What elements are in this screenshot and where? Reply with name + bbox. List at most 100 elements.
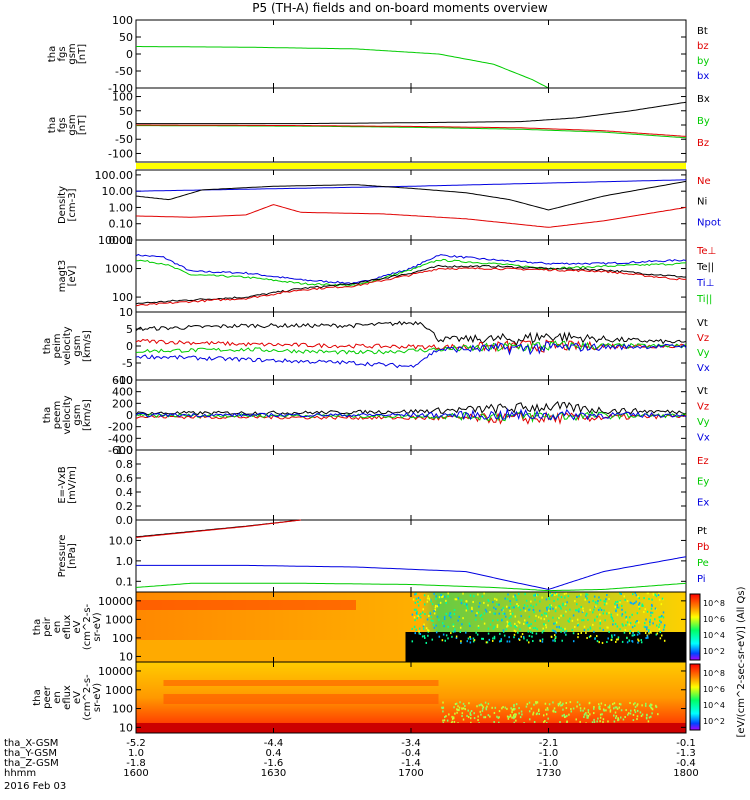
- y-tick-label: 100: [112, 291, 133, 304]
- spectrogram-pixel: [426, 618, 429, 621]
- spectrogram-pixel: [619, 601, 621, 604]
- spectrogram-pixel: [599, 627, 601, 630]
- spectrogram-pixel: [620, 709, 623, 712]
- spectrogram-pixel: [517, 637, 520, 640]
- spectrogram-pixel: [510, 624, 512, 627]
- spectrogram-pixel: [466, 640, 469, 643]
- spectrogram-pixel: [646, 635, 649, 638]
- spectrogram-pixel: [543, 623, 545, 626]
- series-line-Bz: [136, 124, 687, 137]
- spectrogram-pixel: [638, 605, 640, 608]
- spectrogram-pixel: [599, 708, 601, 711]
- spectrogram-pixel: [414, 601, 417, 604]
- panel-velocity_peim: 10 5 0 -5 -10 tha peim velocity gsm [km/s] Vt Vz Vy V…: [42, 306, 710, 387]
- series-line-Vy: [135, 410, 687, 424]
- y-axis-label: [cm-3]: [67, 188, 78, 221]
- spectrogram-pixel: [658, 616, 660, 619]
- spectrogram-pixel: [563, 714, 565, 717]
- legend-entry: By: [697, 116, 710, 127]
- spectrogram-pixel: [536, 712, 538, 715]
- spectrogram-pixel: [632, 631, 634, 634]
- spectrogram-pixel: [554, 622, 557, 625]
- spectrogram-pixel: [562, 602, 564, 605]
- spectrogram-pixel: [535, 702, 537, 705]
- spectrogram-pixel: [583, 713, 586, 716]
- spectrogram-pixel: [550, 604, 552, 607]
- spectrogram-pixel: [415, 611, 418, 614]
- spectrogram-pixel: [655, 624, 658, 627]
- spectrogram-pixel: [535, 632, 538, 635]
- spectrogram-pixel: [443, 719, 446, 722]
- spectrogram-pixel: [560, 607, 562, 610]
- spectrogram-pixel: [594, 605, 596, 608]
- spectrogram-pixel: [513, 721, 516, 724]
- spectrogram-pixel: [485, 610, 488, 613]
- spectrogram-pixel: [447, 592, 449, 595]
- spectrogram-pixel: [515, 596, 517, 599]
- spectrogram-pixel: [467, 709, 469, 712]
- spectrogram-pixel: [498, 603, 500, 606]
- spectrogram-pixel: [433, 612, 436, 615]
- spectrogram-pixel: [599, 613, 601, 616]
- spectrogram-pixel: [514, 630, 517, 633]
- spectrogram-pixel: [611, 636, 613, 639]
- spectrogram-pixel: [422, 625, 425, 628]
- spectrogram-pixel: [414, 619, 416, 622]
- spectrogram-pixel: [548, 596, 550, 599]
- spectrogram-pixel: [483, 592, 485, 595]
- spectrogram-pixel: [416, 613, 418, 616]
- spectrogram-pixel: [418, 627, 421, 630]
- spectrogram-pixel: [516, 603, 518, 606]
- footer-value: 1800: [673, 768, 698, 779]
- spectrogram-pixel: [570, 710, 573, 713]
- spectrogram-pixel: [513, 717, 515, 720]
- spectrogram-pixel: [586, 593, 589, 596]
- y-axis-label: eflux: [62, 685, 73, 710]
- spectrogram-pixel: [419, 632, 422, 635]
- spectrogram-pixel: [608, 611, 610, 614]
- spectrogram-pixel: [625, 618, 627, 621]
- spectrogram-pixel: [558, 702, 561, 705]
- spectrogram-pixel: [613, 634, 616, 637]
- spectrogram-pixel: [542, 714, 545, 717]
- spectrogram-pixel: [517, 620, 520, 623]
- spectrogram-pixel: [636, 715, 639, 718]
- spectrogram-pixel: [513, 714, 515, 717]
- spectrogram-pixel: [441, 639, 444, 642]
- spectrogram-pixel: [541, 638, 544, 641]
- spectrogram-pixel: [532, 627, 535, 630]
- spectrogram-pixel: [485, 708, 488, 711]
- spectrogram-pixel: [451, 720, 453, 723]
- spectrogram-pixel: [547, 606, 549, 609]
- spectrogram-pixel: [433, 610, 435, 613]
- spectrogram-pixel: [647, 630, 650, 633]
- spectrogram-pixel: [621, 614, 623, 617]
- spectrogram-pixel: [452, 717, 455, 720]
- spectrogram-pixel: [520, 635, 522, 638]
- spectrogram-pixel: [528, 624, 530, 627]
- spectrogram-pixel: [513, 633, 516, 636]
- spectrogram-pixel: [560, 614, 562, 617]
- spectrogram-pixel: [481, 595, 484, 598]
- spectrogram-pixel: [640, 639, 643, 642]
- spectrogram-pixel: [651, 603, 653, 606]
- y-tick-label: 0: [126, 340, 133, 353]
- spectrogram-pixel: [628, 639, 631, 642]
- spectrogram-pixel: [480, 713, 482, 716]
- spectrogram-pixel: [641, 604, 643, 607]
- y-tick-label: 0: [126, 409, 133, 422]
- spectrogram-pixel: [532, 594, 535, 597]
- spectrogram-pixel: [606, 593, 608, 596]
- colorbar-upper: [689, 593, 701, 661]
- spectrogram-pixel: [632, 713, 635, 716]
- spectrogram-pixel: [493, 625, 496, 628]
- spectrogram-pixel: [662, 616, 665, 619]
- spectrogram-pixel: [494, 612, 496, 615]
- panel-frame: [135, 19, 687, 89]
- spectrogram-pixel: [550, 635, 553, 638]
- spectrogram-pixel: [555, 631, 557, 634]
- spectrogram-pixel: [652, 593, 655, 596]
- spectrogram-pixel: [505, 628, 507, 631]
- footer-value: -1.0: [539, 758, 559, 769]
